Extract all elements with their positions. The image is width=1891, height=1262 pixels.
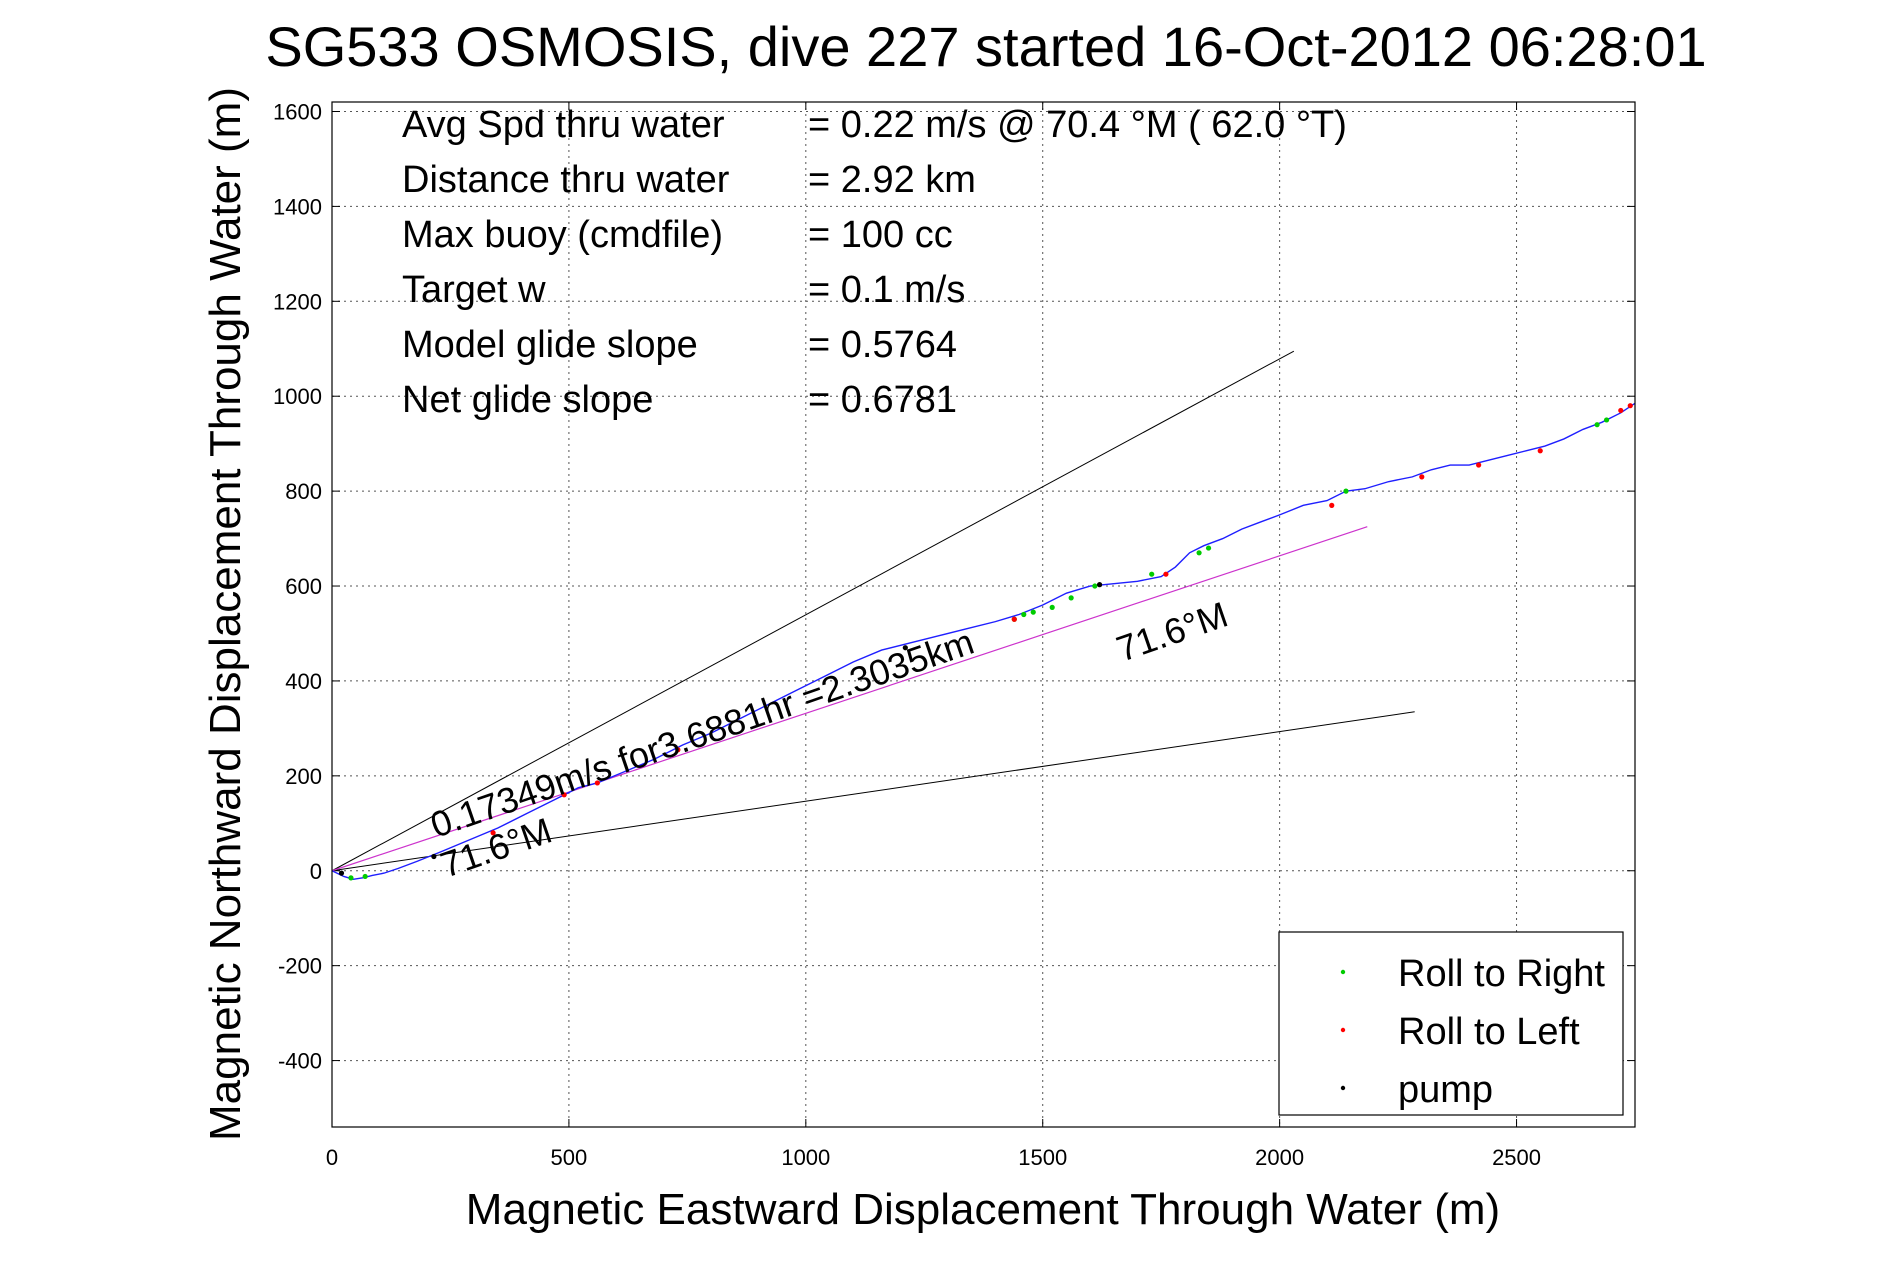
- current-annotation: 0.17349m/s for3.6881hr =2.3035km: [425, 621, 979, 846]
- y-tick-label: 1400: [273, 194, 322, 219]
- legend: Roll to Right Roll to Left pump: [1278, 931, 1624, 1116]
- roll-right-point: [1343, 488, 1349, 494]
- info-value: = 0.22 m/s @ 70.4 °M ( 62.0 °T): [808, 104, 1347, 146]
- y-axis-label: Magnetic Northward Displacement Through …: [201, 87, 250, 1141]
- roll-right-point: [1149, 571, 1155, 577]
- y-tick-label: 1000: [273, 384, 322, 409]
- roll-left-point: [490, 830, 496, 836]
- roll-left-point: [561, 792, 567, 798]
- roll-right-point: [1594, 422, 1600, 428]
- y-tick-label: 400: [285, 669, 322, 694]
- y-tick-labels: -400 -200 0 200 400 600 800 1000 1200 1400 1600: [273, 99, 322, 1073]
- pump-markers: [338, 582, 1103, 876]
- grid: [331, 102, 1635, 1127]
- x-tick-label: 1500: [1018, 1145, 1067, 1170]
- envelope-line: [331, 711, 1415, 872]
- info-value: = 0.5764: [808, 324, 957, 366]
- info-label: Distance thru water: [402, 159, 730, 201]
- plot-frame: [331, 101, 1636, 1128]
- roll-right-point: [1021, 611, 1027, 618]
- info-value: = 0.6781: [808, 379, 957, 421]
- legend-marker: [1340, 969, 1346, 975]
- pump-point: [338, 870, 345, 876]
- info-label: Model glide slope: [402, 324, 698, 366]
- roll-left-point: [1419, 474, 1425, 480]
- roll-right-point: [1205, 545, 1212, 551]
- roll-right-point: [1030, 609, 1036, 615]
- info-value: = 2.92 km: [808, 159, 976, 201]
- roll-right-point: [348, 875, 354, 881]
- legend-label: Roll to Left: [1398, 1011, 1580, 1053]
- roll-left-point: [1618, 407, 1624, 414]
- y-tick-label: 800: [285, 479, 322, 504]
- track-line: [331, 402, 1636, 881]
- roll-right-point: [1049, 604, 1055, 610]
- roll-right-point: [1068, 595, 1074, 601]
- roll-right-point: [1196, 550, 1202, 556]
- roll-left-markers: [490, 403, 1633, 836]
- info-label: Target w: [402, 269, 546, 311]
- x-tick-label: 2000: [1255, 1145, 1304, 1170]
- x-tick-label: 500: [551, 1145, 588, 1170]
- roll-left-point: [1163, 571, 1169, 577]
- roll-left-point: [1476, 462, 1482, 468]
- y-tick-label: -200: [278, 954, 322, 979]
- legend-label: Roll to Right: [1398, 953, 1605, 995]
- heading-end-annotation: 71.6°M: [1111, 594, 1233, 670]
- y-tick-label: 0: [310, 859, 322, 884]
- roll-left-point: [1329, 502, 1335, 508]
- info-value: = 0.1 m/s: [808, 269, 965, 311]
- roll-left-point: [675, 747, 681, 753]
- x-tick-label: 1000: [781, 1145, 830, 1170]
- info-panel: Avg Spd thru water = 0.22 m/s @ 70.4 °M (…: [402, 104, 1347, 421]
- y-tick-label: 1600: [273, 99, 322, 124]
- roll-left-point: [1627, 403, 1633, 409]
- legend-box: [1278, 931, 1624, 1116]
- legend-marker: [1340, 1085, 1346, 1091]
- info-value: = 100 cc: [808, 214, 953, 256]
- info-label: Net glide slope: [402, 379, 653, 421]
- y-tick-label: -400: [278, 1049, 322, 1074]
- roll-right-point: [362, 873, 368, 880]
- roll-right-point: [1092, 583, 1098, 589]
- course-line: [331, 526, 1368, 872]
- y-tick-label: 600: [285, 574, 322, 599]
- pump-point: [431, 853, 437, 860]
- legend-marker: [1340, 1027, 1346, 1033]
- envelope-lines: [331, 350, 1415, 872]
- y-tick-label: 1200: [273, 289, 322, 314]
- legend-label: pump: [1398, 1069, 1493, 1111]
- chart-title: SG533 OSMOSIS, dive 227 started 16-Oct-2…: [265, 15, 1706, 78]
- x-axis-label: Magnetic Eastward Displacement Through W…: [466, 1185, 1500, 1234]
- roll-right-markers: [348, 417, 1610, 881]
- y-tick-label: 200: [285, 764, 322, 789]
- info-label: Max buoy (cmdfile): [402, 214, 723, 256]
- x-tick-label: 0: [326, 1145, 338, 1170]
- roll-left-point: [1011, 616, 1017, 622]
- envelope-line: [331, 350, 1295, 872]
- x-tick-label: 2500: [1492, 1145, 1541, 1170]
- info-label: Avg Spd thru water: [402, 104, 725, 146]
- roll-left-point: [594, 780, 600, 786]
- x-tick-labels: 0 500 1000 1500 2000 2500: [326, 1145, 1541, 1170]
- roll-right-point: [1603, 417, 1610, 423]
- pump-point: [902, 645, 908, 651]
- roll-left-point: [1537, 448, 1543, 454]
- pump-point: [1096, 582, 1103, 588]
